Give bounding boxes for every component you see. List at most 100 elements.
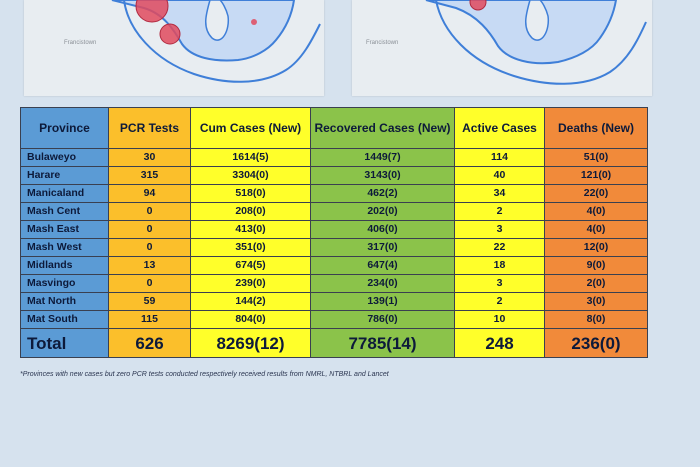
cell-pcr: 115 bbox=[108, 310, 191, 329]
cell-pcr: 0 bbox=[108, 238, 191, 257]
cell-cum: 208(0) bbox=[190, 202, 311, 221]
cell-province: Harare bbox=[20, 166, 109, 185]
cell-province: Masvingo bbox=[20, 274, 109, 293]
table-row: Mash Cent 0 208(0) 202(0) 2 4(0) bbox=[20, 202, 648, 221]
cell-cum: 3304(0) bbox=[190, 166, 311, 185]
header-pcr-tests: PCR Tests bbox=[108, 107, 191, 149]
header-active-cases: Active Cases bbox=[454, 107, 545, 149]
cell-deaths: 121(0) bbox=[544, 166, 648, 185]
cell-active: 2 bbox=[454, 292, 545, 311]
table-total-row: Total 626 8269(12) 7785(14) 248 236(0) bbox=[20, 328, 648, 358]
map-left-place-label: Francistown bbox=[64, 40, 97, 46]
table-footnote: *Provinces with new cases but zero PCR t… bbox=[20, 371, 389, 378]
cell-deaths: 4(0) bbox=[544, 202, 648, 221]
cell-active: 3 bbox=[454, 274, 545, 293]
table-row: Masvingo 0 239(0) 234(0) 3 2(0) bbox=[20, 274, 648, 293]
cell-cum: 518(0) bbox=[190, 184, 311, 203]
cell-recovered: 1449(7) bbox=[310, 148, 455, 167]
cell-pcr: 13 bbox=[108, 256, 191, 275]
cell-cum: 351(0) bbox=[190, 238, 311, 257]
cell-recovered: 786(0) bbox=[310, 310, 455, 329]
map-right-region bbox=[425, 0, 618, 65]
header-province: Province bbox=[20, 107, 109, 149]
cell-deaths: 12(0) bbox=[544, 238, 648, 257]
header-recovered-cases: Recovered Cases (New) bbox=[310, 107, 455, 149]
cell-province: Midlands bbox=[20, 256, 109, 275]
cell-pcr: 315 bbox=[108, 166, 191, 185]
header-cum-cases: Cum Cases (New) bbox=[190, 107, 311, 149]
cell-recovered: 317(0) bbox=[310, 238, 455, 257]
cell-recovered: 202(0) bbox=[310, 202, 455, 221]
map-right-border bbox=[435, 0, 647, 85]
cell-recovered: 3143(0) bbox=[310, 166, 455, 185]
case-bubble-small bbox=[251, 19, 257, 25]
map-left[interactable]: Francistown bbox=[24, 0, 324, 96]
map-right-lake bbox=[525, 0, 550, 41]
total-recovered: 7785(14) bbox=[310, 328, 455, 358]
cell-cum: 804(0) bbox=[190, 310, 311, 329]
map-right[interactable]: Francistown bbox=[352, 0, 652, 96]
cell-cum: 1614(5) bbox=[190, 148, 311, 167]
cell-deaths: 51(0) bbox=[544, 148, 648, 167]
map-left-border bbox=[123, 0, 321, 83]
cell-recovered: 406(0) bbox=[310, 220, 455, 239]
map-right-place-label: Francistown bbox=[366, 40, 399, 46]
cell-recovered: 139(1) bbox=[310, 292, 455, 311]
cell-active: 3 bbox=[454, 220, 545, 239]
cell-recovered: 462(2) bbox=[310, 184, 455, 203]
total-province: Total bbox=[20, 328, 109, 358]
cell-pcr: 0 bbox=[108, 220, 191, 239]
total-cum: 8269(12) bbox=[190, 328, 311, 358]
cell-province: Mash West bbox=[20, 238, 109, 257]
cell-deaths: 3(0) bbox=[544, 292, 648, 311]
cell-province: Bulaweyo bbox=[20, 148, 109, 167]
table-row: Mash West 0 351(0) 317(0) 22 12(0) bbox=[20, 238, 648, 257]
map-left-svg bbox=[111, 0, 321, 83]
cell-active: 114 bbox=[454, 148, 545, 167]
cell-deaths: 22(0) bbox=[544, 184, 648, 203]
cell-pcr: 0 bbox=[108, 274, 191, 293]
cell-cum: 674(5) bbox=[190, 256, 311, 275]
cell-pcr: 30 bbox=[108, 148, 191, 167]
cell-pcr: 59 bbox=[108, 292, 191, 311]
cell-deaths: 2(0) bbox=[544, 274, 648, 293]
case-bubble bbox=[469, 0, 487, 11]
table-row: Mat South 115 804(0) 786(0) 10 8(0) bbox=[20, 310, 648, 329]
cell-active: 40 bbox=[454, 166, 545, 185]
cell-active: 18 bbox=[454, 256, 545, 275]
cell-cum: 413(0) bbox=[190, 220, 311, 239]
total-deaths: 236(0) bbox=[544, 328, 648, 358]
table-row: Midlands 13 674(5) 647(4) 18 9(0) bbox=[20, 256, 648, 275]
total-active: 248 bbox=[454, 328, 545, 358]
cell-deaths: 8(0) bbox=[544, 310, 648, 329]
table-row: Harare 315 3304(0) 3143(0) 40 121(0) bbox=[20, 166, 648, 185]
cell-cum: 144(2) bbox=[190, 292, 311, 311]
map-left-lake bbox=[205, 0, 230, 41]
cell-deaths: 9(0) bbox=[544, 256, 648, 275]
cell-province: Manicaland bbox=[20, 184, 109, 203]
table-row: Mash East 0 413(0) 406(0) 3 4(0) bbox=[20, 220, 648, 239]
case-bubble-medium bbox=[159, 23, 181, 45]
cell-province: Mat North bbox=[20, 292, 109, 311]
cell-active: 2 bbox=[454, 202, 545, 221]
table-row: Manicaland 94 518(0) 462(2) 34 22(0) bbox=[20, 184, 648, 203]
covid-stats-table: Province PCR Tests Cum Cases (New) Recov… bbox=[20, 107, 648, 358]
cell-pcr: 94 bbox=[108, 184, 191, 203]
case-bubble-large bbox=[135, 0, 169, 23]
cell-active: 34 bbox=[454, 184, 545, 203]
cell-deaths: 4(0) bbox=[544, 220, 648, 239]
total-pcr: 626 bbox=[108, 328, 191, 358]
table-header-row: Province PCR Tests Cum Cases (New) Recov… bbox=[20, 107, 648, 149]
cell-province: Mash Cent bbox=[20, 202, 109, 221]
cell-pcr: 0 bbox=[108, 202, 191, 221]
header-deaths: Deaths (New) bbox=[544, 107, 648, 149]
cell-active: 22 bbox=[454, 238, 545, 257]
cell-active: 10 bbox=[454, 310, 545, 329]
cell-cum: 239(0) bbox=[190, 274, 311, 293]
cell-province: Mat South bbox=[20, 310, 109, 329]
map-right-svg bbox=[425, 0, 647, 85]
cell-recovered: 647(4) bbox=[310, 256, 455, 275]
table-row: Bulaweyo 30 1614(5) 1449(7) 114 51(0) bbox=[20, 148, 648, 167]
cell-province: Mash East bbox=[20, 220, 109, 239]
table-row: Mat North 59 144(2) 139(1) 2 3(0) bbox=[20, 292, 648, 311]
